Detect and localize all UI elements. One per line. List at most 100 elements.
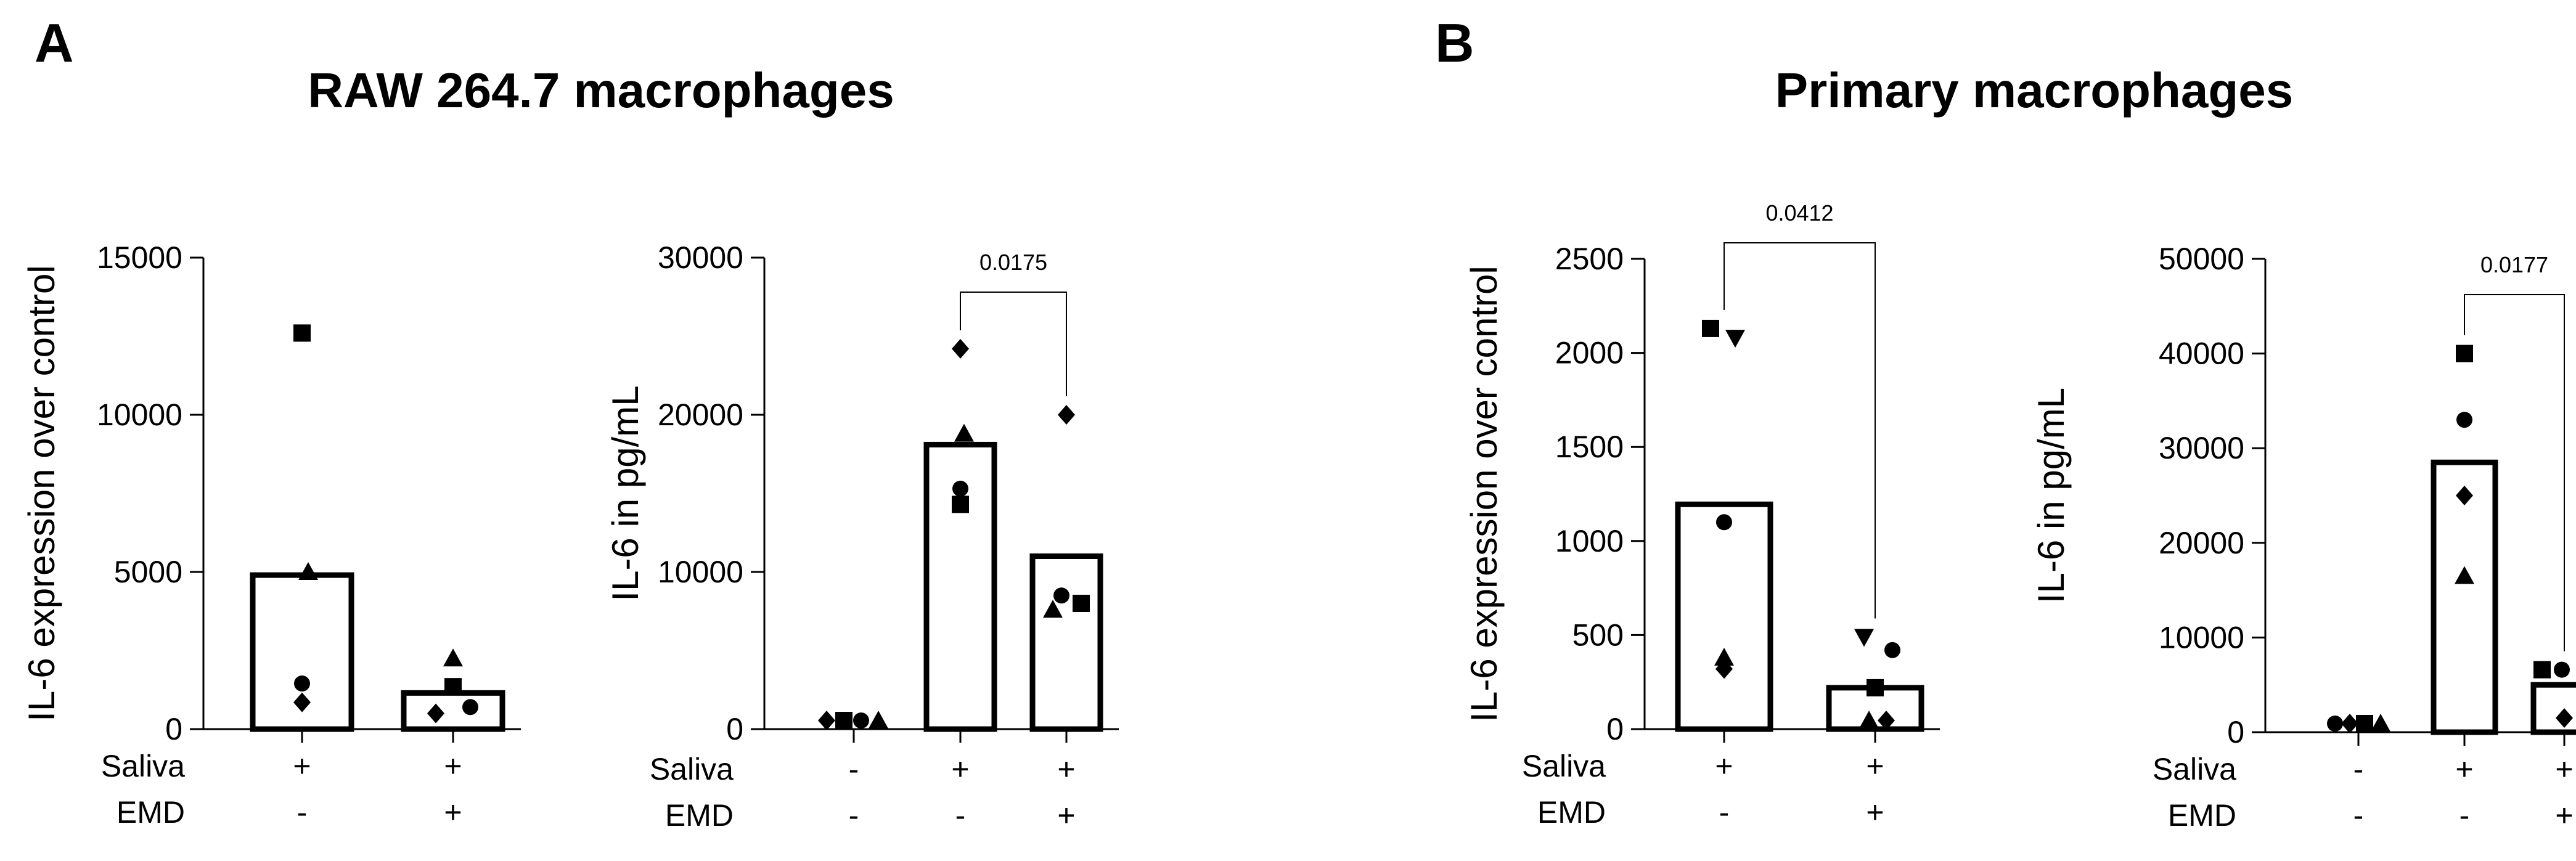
- data-point-square: [444, 678, 462, 696]
- y-tick-label: 50000: [2159, 242, 2244, 276]
- group-sign-label: -: [849, 752, 859, 786]
- p-value-label: 0.0175: [979, 250, 1047, 275]
- y-tick-label: 0: [2227, 715, 2244, 749]
- data-point-diamond: [2556, 708, 2573, 728]
- y-tick-label: 0: [726, 712, 743, 746]
- data-point-circle: [1053, 587, 1069, 604]
- bar: [2530, 682, 2576, 735]
- data-point-diamond: [818, 711, 835, 730]
- chart-b2: 0 10000 20000 30000 40000 50000 IL-6 in pg/mL S…: [2030, 242, 2576, 833]
- group-sign-label: +: [293, 749, 311, 783]
- data-point-circle: [952, 480, 968, 497]
- y-tick-label: 5000: [114, 555, 182, 589]
- group-sign-label: +: [2555, 798, 2573, 833]
- y-tick-label: 20000: [658, 398, 743, 432]
- data-point-square: [2533, 661, 2551, 679]
- data-point-square: [1073, 595, 1090, 612]
- data-point-circle: [1884, 642, 1900, 658]
- panel-letter-b: B: [1435, 12, 1474, 73]
- y-tick-label: 2500: [1555, 242, 1624, 276]
- chart-a1: 0 5000 10000 15000 IL-6 expression over cont…: [21, 240, 521, 830]
- group-sign-label: +: [1057, 752, 1075, 786]
- group-sign-label: -: [2459, 798, 2470, 833]
- p-value-label: 0.0177: [2480, 252, 2548, 277]
- y-tick-label: 10000: [658, 555, 743, 589]
- data-point-triangle: [1859, 711, 1879, 728]
- data-point-triangle-down: [1854, 629, 1874, 647]
- row-label-emd: EMD: [1537, 795, 1606, 830]
- group-sign-label: +: [1057, 798, 1075, 833]
- row-label-emd: EMD: [665, 798, 734, 833]
- y-tick-label: 2000: [1555, 336, 1624, 370]
- data-point-triangle: [1043, 600, 1063, 618]
- row-label-saliva: Saliva: [101, 749, 185, 783]
- bar: [401, 690, 505, 732]
- data-point-circle: [853, 712, 869, 728]
- data-point-square: [1867, 679, 1884, 696]
- data-point-diamond: [1715, 659, 1733, 679]
- y-tick-label: 30000: [2159, 431, 2244, 465]
- data-point-circle: [2456, 412, 2472, 428]
- y-tick-label: 10000: [2159, 620, 2244, 655]
- y-tick-label: 10000: [97, 398, 182, 432]
- group-sign-label: +: [1866, 749, 1884, 783]
- y-axis-label: IL-6 expression over control: [1463, 266, 1505, 722]
- data-point-square: [952, 496, 969, 513]
- group-sign-label: -: [849, 798, 859, 833]
- y-axis-label: IL-6 expression over control: [21, 265, 62, 721]
- significance-bracket: [960, 292, 1067, 396]
- y-tick-label: 30000: [658, 240, 743, 275]
- data-point-triangle: [954, 423, 974, 442]
- y-tick-label: 15000: [97, 240, 182, 275]
- data-point-diamond: [952, 338, 969, 359]
- y-axis-label: IL-6 in pg/mL: [2030, 388, 2072, 603]
- bar: [923, 441, 997, 732]
- data-point-diamond: [427, 703, 444, 724]
- bar: [1675, 501, 1773, 732]
- data-point-diamond: [1878, 711, 1895, 730]
- data-point-triangle: [869, 711, 888, 728]
- data-point-square: [293, 324, 311, 342]
- group-sign-label: -: [955, 798, 966, 833]
- chart-a2: 0 10000 20000 30000 IL-6 in pg/mL Saliva EMD - -…: [605, 240, 1119, 833]
- data-point-triangle-down: [1725, 330, 1745, 348]
- group-sign-label: +: [2455, 752, 2473, 786]
- row-label-saliva: Saliva: [1522, 749, 1606, 783]
- data-point-circle: [294, 675, 310, 692]
- group-sign-label: +: [444, 749, 462, 783]
- data-point-circle: [1716, 514, 1732, 531]
- panel-title-a: RAW 264.7 macrophages: [308, 63, 894, 118]
- data-point-diamond: [2456, 486, 2473, 505]
- chart-b1: 0 500 1000 1500 2000 2500 IL-6 expression over…: [1463, 200, 1940, 830]
- group-sign-label: -: [1719, 795, 1730, 830]
- data-point-square: [1702, 319, 1719, 337]
- data-point-triangle: [1714, 648, 1734, 666]
- data-point-diamond: [2341, 714, 2358, 733]
- p-value-label: 0.0412: [1765, 200, 1833, 226]
- group-sign-label: +: [1715, 749, 1733, 783]
- y-tick-label: 1500: [1555, 430, 1624, 464]
- group-sign-label: +: [951, 752, 969, 786]
- group-sign-label: -: [2353, 798, 2364, 833]
- group-sign-label: +: [2555, 752, 2573, 786]
- row-label-emd: EMD: [2168, 798, 2236, 833]
- y-tick-label: 0: [165, 712, 182, 746]
- panel-letter-a: A: [35, 12, 74, 73]
- y-axis-label: IL-6 in pg/mL: [605, 385, 646, 601]
- data-point-diamond: [1058, 405, 1075, 425]
- data-point-square: [2456, 345, 2473, 362]
- y-tick-label: 20000: [2159, 526, 2244, 560]
- data-point-circle: [2554, 661, 2570, 678]
- data-point-square: [835, 712, 853, 729]
- bar: [1029, 553, 1103, 732]
- data-point-triangle: [2371, 714, 2390, 732]
- data-point-square: [2356, 715, 2373, 732]
- group-sign-label: -: [297, 795, 308, 830]
- data-point-triangle: [443, 648, 463, 667]
- y-tick-label: 0: [1606, 712, 1624, 746]
- row-label-saliva: Saliva: [2153, 752, 2236, 786]
- row-label-emd: EMD: [117, 795, 185, 830]
- row-label-saliva: Saliva: [650, 752, 734, 786]
- group-sign-label: +: [444, 795, 462, 830]
